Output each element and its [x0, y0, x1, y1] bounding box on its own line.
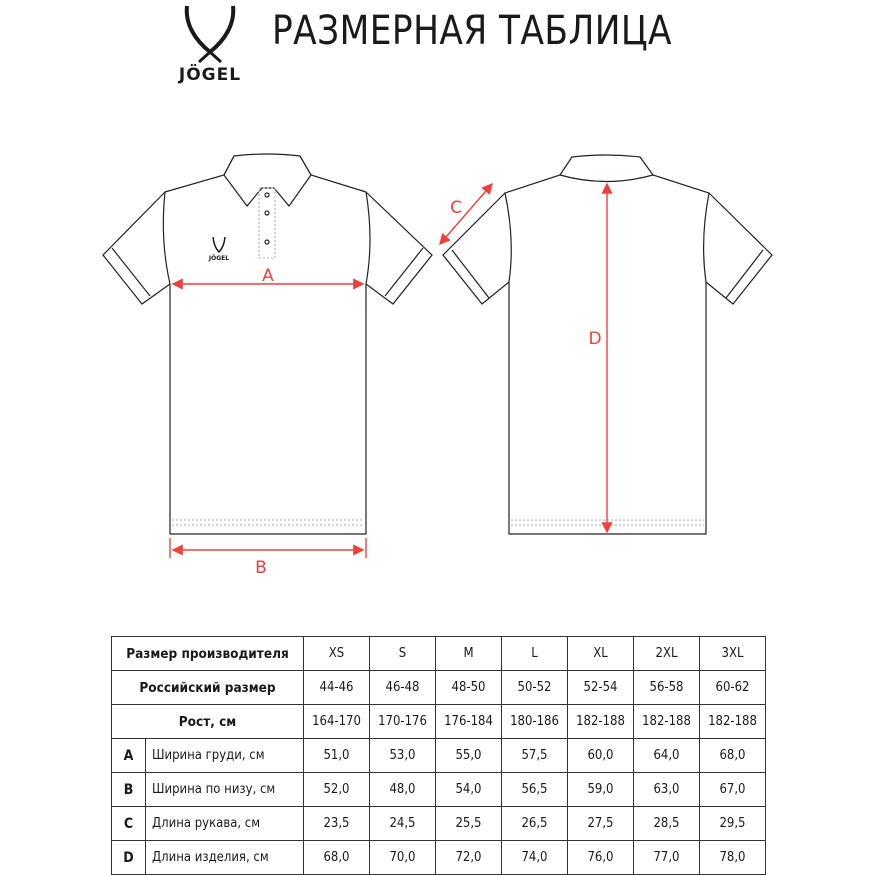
cell: 29,5	[699, 806, 766, 841]
cell: 25,5	[435, 806, 502, 841]
measure-letter: A	[111, 738, 146, 773]
cell: 170-176	[369, 704, 436, 739]
cell: 182-188	[699, 704, 766, 739]
cell: 64,0	[633, 738, 700, 773]
size-cell: XS	[303, 636, 370, 671]
cell: 182-188	[567, 704, 634, 739]
cell: 44-46	[303, 670, 370, 705]
cell: 68,0	[303, 840, 370, 875]
row-label: Рост, см	[111, 704, 304, 739]
size-cell: M	[435, 636, 502, 671]
measure-name: Ширина по низу, см	[145, 772, 304, 807]
cell: 72,0	[435, 840, 502, 875]
table-row-russian-size: Российский размер 44-46 46-48 48-50 50-5…	[111, 670, 766, 705]
size-table: Размер производителя XS S M L XL 2XL 3XL…	[111, 636, 766, 875]
cell: 182-188	[633, 704, 700, 739]
cell: 56,5	[501, 772, 568, 807]
cell: 50-52	[501, 670, 568, 705]
measure-letter: D	[111, 840, 146, 875]
measure-name: Длина изделия, см	[145, 840, 304, 875]
front-shirt	[102, 153, 433, 535]
cell: 52-54	[567, 670, 634, 705]
cell: 60-62	[699, 670, 766, 705]
cell: 54,0	[435, 772, 502, 807]
shirt-diagrams: JÖGEL A B C D	[102, 153, 773, 578]
cell: 55,0	[435, 738, 502, 773]
cell: 48,0	[369, 772, 436, 807]
cell: 23,5	[303, 806, 370, 841]
cell: 68,0	[699, 738, 766, 773]
cell: 176-184	[435, 704, 502, 739]
page-title: РАЗМЕРНАЯ ТАБЛИЦА	[272, 8, 673, 54]
cell: 26,5	[501, 806, 568, 841]
table-row-measure-c: C Длина рукава, см 23,5 24,5 25,5 26,5 27,5 28,…	[111, 806, 766, 841]
cell: 164-170	[303, 704, 370, 739]
measure-lines	[169, 182, 613, 558]
size-cell: 2XL	[633, 636, 700, 671]
cell: 59,0	[567, 772, 634, 807]
table-row-measure-d: D Длина изделия, см 68,0 70,0 72,0 74,0 76,0 77…	[111, 840, 766, 875]
cell: 56-58	[633, 670, 700, 705]
table-row-measure-a: A Ширина груди, см 51,0 53,0 55,0 57,5 60,0 64,…	[111, 738, 766, 773]
cell: 77,0	[633, 840, 700, 875]
cell: 46-48	[369, 670, 436, 705]
cell: 63,0	[633, 772, 700, 807]
row-label: Российский размер	[111, 670, 304, 705]
cell: 48-50	[435, 670, 502, 705]
label-c: C	[450, 198, 462, 218]
label-a: A	[262, 266, 274, 286]
chest-logo: JÖGEL	[208, 236, 229, 262]
measure-name: Длина рукава, см	[145, 806, 304, 841]
cell: 67,0	[699, 772, 766, 807]
size-cell: S	[369, 636, 436, 671]
cell: 24,5	[369, 806, 436, 841]
table-row-height: Рост, см 164-170 170-176 176-184 180-186…	[111, 704, 766, 739]
measure-letter: C	[111, 806, 146, 841]
label-b: B	[255, 558, 267, 578]
cell: 78,0	[699, 840, 766, 875]
size-cell: L	[501, 636, 568, 671]
jogel-logo: JÖGEL	[178, 5, 241, 84]
measure-name: Ширина груди, см	[145, 738, 304, 773]
cell: 70,0	[369, 840, 436, 875]
size-cell: XL	[567, 636, 634, 671]
cell: 51,0	[303, 738, 370, 773]
svg-text:JÖGEL: JÖGEL	[208, 255, 229, 262]
row-label: Размер производителя	[111, 636, 304, 671]
measure-c	[439, 182, 493, 246]
cell: 180-186	[501, 704, 568, 739]
cell: 52,0	[303, 772, 370, 807]
cell: 76,0	[567, 840, 634, 875]
svg-text:JÖGEL: JÖGEL	[178, 63, 241, 84]
measure-letter: B	[111, 772, 146, 807]
cell: 74,0	[501, 840, 568, 875]
cell: 28,5	[633, 806, 700, 841]
cell: 53,0	[369, 738, 436, 773]
table-row-measure-b: B Ширина по низу, см 52,0 48,0 54,0 56,5 59,0 6…	[111, 772, 766, 807]
size-cell: 3XL	[699, 636, 766, 671]
label-d: D	[588, 329, 601, 349]
cell: 27,5	[567, 806, 634, 841]
table-row-manufacturer-size: Размер производителя XS S M L XL 2XL 3XL	[111, 636, 766, 671]
cell: 57,5	[501, 738, 568, 773]
cell: 60,0	[567, 738, 634, 773]
